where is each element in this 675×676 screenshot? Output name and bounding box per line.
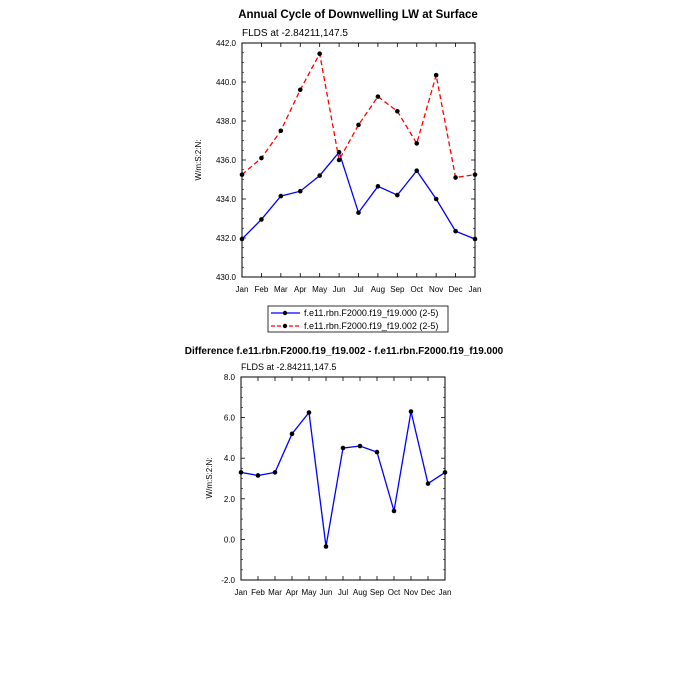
y-tick-label: 442.0 xyxy=(216,39,237,48)
x-tick-label: Jan xyxy=(235,588,248,597)
x-tick-label: May xyxy=(312,285,327,294)
x-tick-label: Feb xyxy=(251,588,265,597)
data-point xyxy=(278,128,284,134)
data-point xyxy=(414,141,420,146)
chart-difference: Difference f.e11.rbn.F2000.f19_f19.002 -… xyxy=(185,346,504,597)
data-point xyxy=(408,409,414,414)
data-point xyxy=(395,192,400,198)
data-point xyxy=(336,157,342,163)
data-point xyxy=(278,193,284,199)
x-tick-label: Aug xyxy=(353,588,367,597)
data-point xyxy=(356,122,361,128)
legend-marker-ctrl xyxy=(282,310,288,316)
data-point xyxy=(306,410,312,415)
y-tick-label: 6.0 xyxy=(224,414,236,423)
legend-marker-exp xyxy=(282,323,288,329)
chart-subtitle: FLDS at -2.84211,147.5 xyxy=(241,362,336,372)
y-tick-label: 438.0 xyxy=(216,117,237,126)
chart-title: Difference f.e11.rbn.F2000.f19_f19.002 -… xyxy=(185,346,504,357)
chart-subtitle: FLDS at -2.84211,147.5 xyxy=(242,28,348,39)
data-point xyxy=(317,173,322,178)
data-point xyxy=(356,210,361,215)
series-line-0 xyxy=(240,410,446,547)
data-point xyxy=(395,108,400,114)
data-point xyxy=(317,51,322,57)
data-point xyxy=(297,188,303,194)
data-point xyxy=(375,94,381,99)
x-tick-label: Sep xyxy=(390,285,405,294)
data-point xyxy=(433,196,439,202)
data-point xyxy=(340,445,346,451)
x-tick-label: Mar xyxy=(268,588,282,597)
data-point xyxy=(453,175,458,180)
legend: f.e11.rbn.F2000.f19_f19.000 (2-5) f.e11.… xyxy=(267,305,449,333)
data-point xyxy=(289,431,295,437)
x-tick-label: Dec xyxy=(448,285,462,294)
data-point xyxy=(425,481,431,486)
y-tick-label: -2.0 xyxy=(221,576,235,585)
x-tick-label: Sep xyxy=(370,588,385,597)
x-tick-label: May xyxy=(301,588,316,597)
y-tick-label: 440.0 xyxy=(216,78,237,87)
data-point xyxy=(374,449,380,455)
data-point xyxy=(255,473,261,478)
y-tick-label: 430.0 xyxy=(216,273,237,282)
data-point xyxy=(259,155,264,161)
x-tick-label: Oct xyxy=(411,285,424,294)
x-tick-label: Oct xyxy=(388,588,401,597)
x-tick-label: Jan xyxy=(439,588,452,597)
x-tick-label: Nov xyxy=(404,588,418,597)
x-tick-label: Apr xyxy=(286,588,299,597)
chart-annual-cycle: Annual Cycle of Downwelling LW at Surfac… xyxy=(194,9,482,333)
chart-title: Annual Cycle of Downwelling LW at Surfac… xyxy=(238,9,478,21)
data-point xyxy=(414,168,420,174)
y-tick-label: 432.0 xyxy=(216,234,237,243)
legend-box xyxy=(267,305,449,333)
data-point xyxy=(272,470,278,475)
x-tick-label: Jul xyxy=(353,285,363,294)
data-point xyxy=(391,508,397,514)
data-point xyxy=(357,443,363,449)
data-point xyxy=(323,544,329,549)
plot-frame xyxy=(240,376,446,581)
legend-label-ctrl: f.e11.rbn.F2000.f19_f19.000 (2-5) xyxy=(304,308,438,318)
y-tick-label: 4.0 xyxy=(224,454,236,463)
data-point xyxy=(375,184,381,189)
plot-frame xyxy=(241,42,476,278)
data-point xyxy=(259,217,264,222)
series-line-1 xyxy=(241,51,476,179)
series-line-0 xyxy=(241,150,476,240)
data-point xyxy=(453,228,458,234)
x-tick-label: Nov xyxy=(429,285,443,294)
y-tick-label: 2.0 xyxy=(224,495,236,504)
y-tick-label: 434.0 xyxy=(216,195,237,204)
y-axis-label: W/m:S:2:N: xyxy=(205,458,214,499)
x-tick-label: Apr xyxy=(294,285,307,294)
data-point xyxy=(433,72,439,78)
x-tick-label: Jun xyxy=(320,588,333,597)
x-tick-label: Jul xyxy=(338,588,348,597)
x-tick-label: Jan xyxy=(469,285,482,294)
x-tick-label: Aug xyxy=(371,285,385,294)
data-point xyxy=(297,87,303,93)
x-tick-label: Jun xyxy=(333,285,346,294)
x-tick-label: Jan xyxy=(236,285,249,294)
x-tick-label: Feb xyxy=(255,285,269,294)
y-axis-label: W/m:S:2:N: xyxy=(194,140,203,181)
y-tick-label: 436.0 xyxy=(216,156,237,165)
y-tick-label: 8.0 xyxy=(224,373,236,382)
x-tick-label: Mar xyxy=(274,285,288,294)
legend-label-exp: f.e11.rbn.F2000.f19_f19.002 (2-5) xyxy=(304,321,438,331)
y-tick-label: 0.0 xyxy=(224,535,236,544)
x-tick-label: Dec xyxy=(421,588,435,597)
